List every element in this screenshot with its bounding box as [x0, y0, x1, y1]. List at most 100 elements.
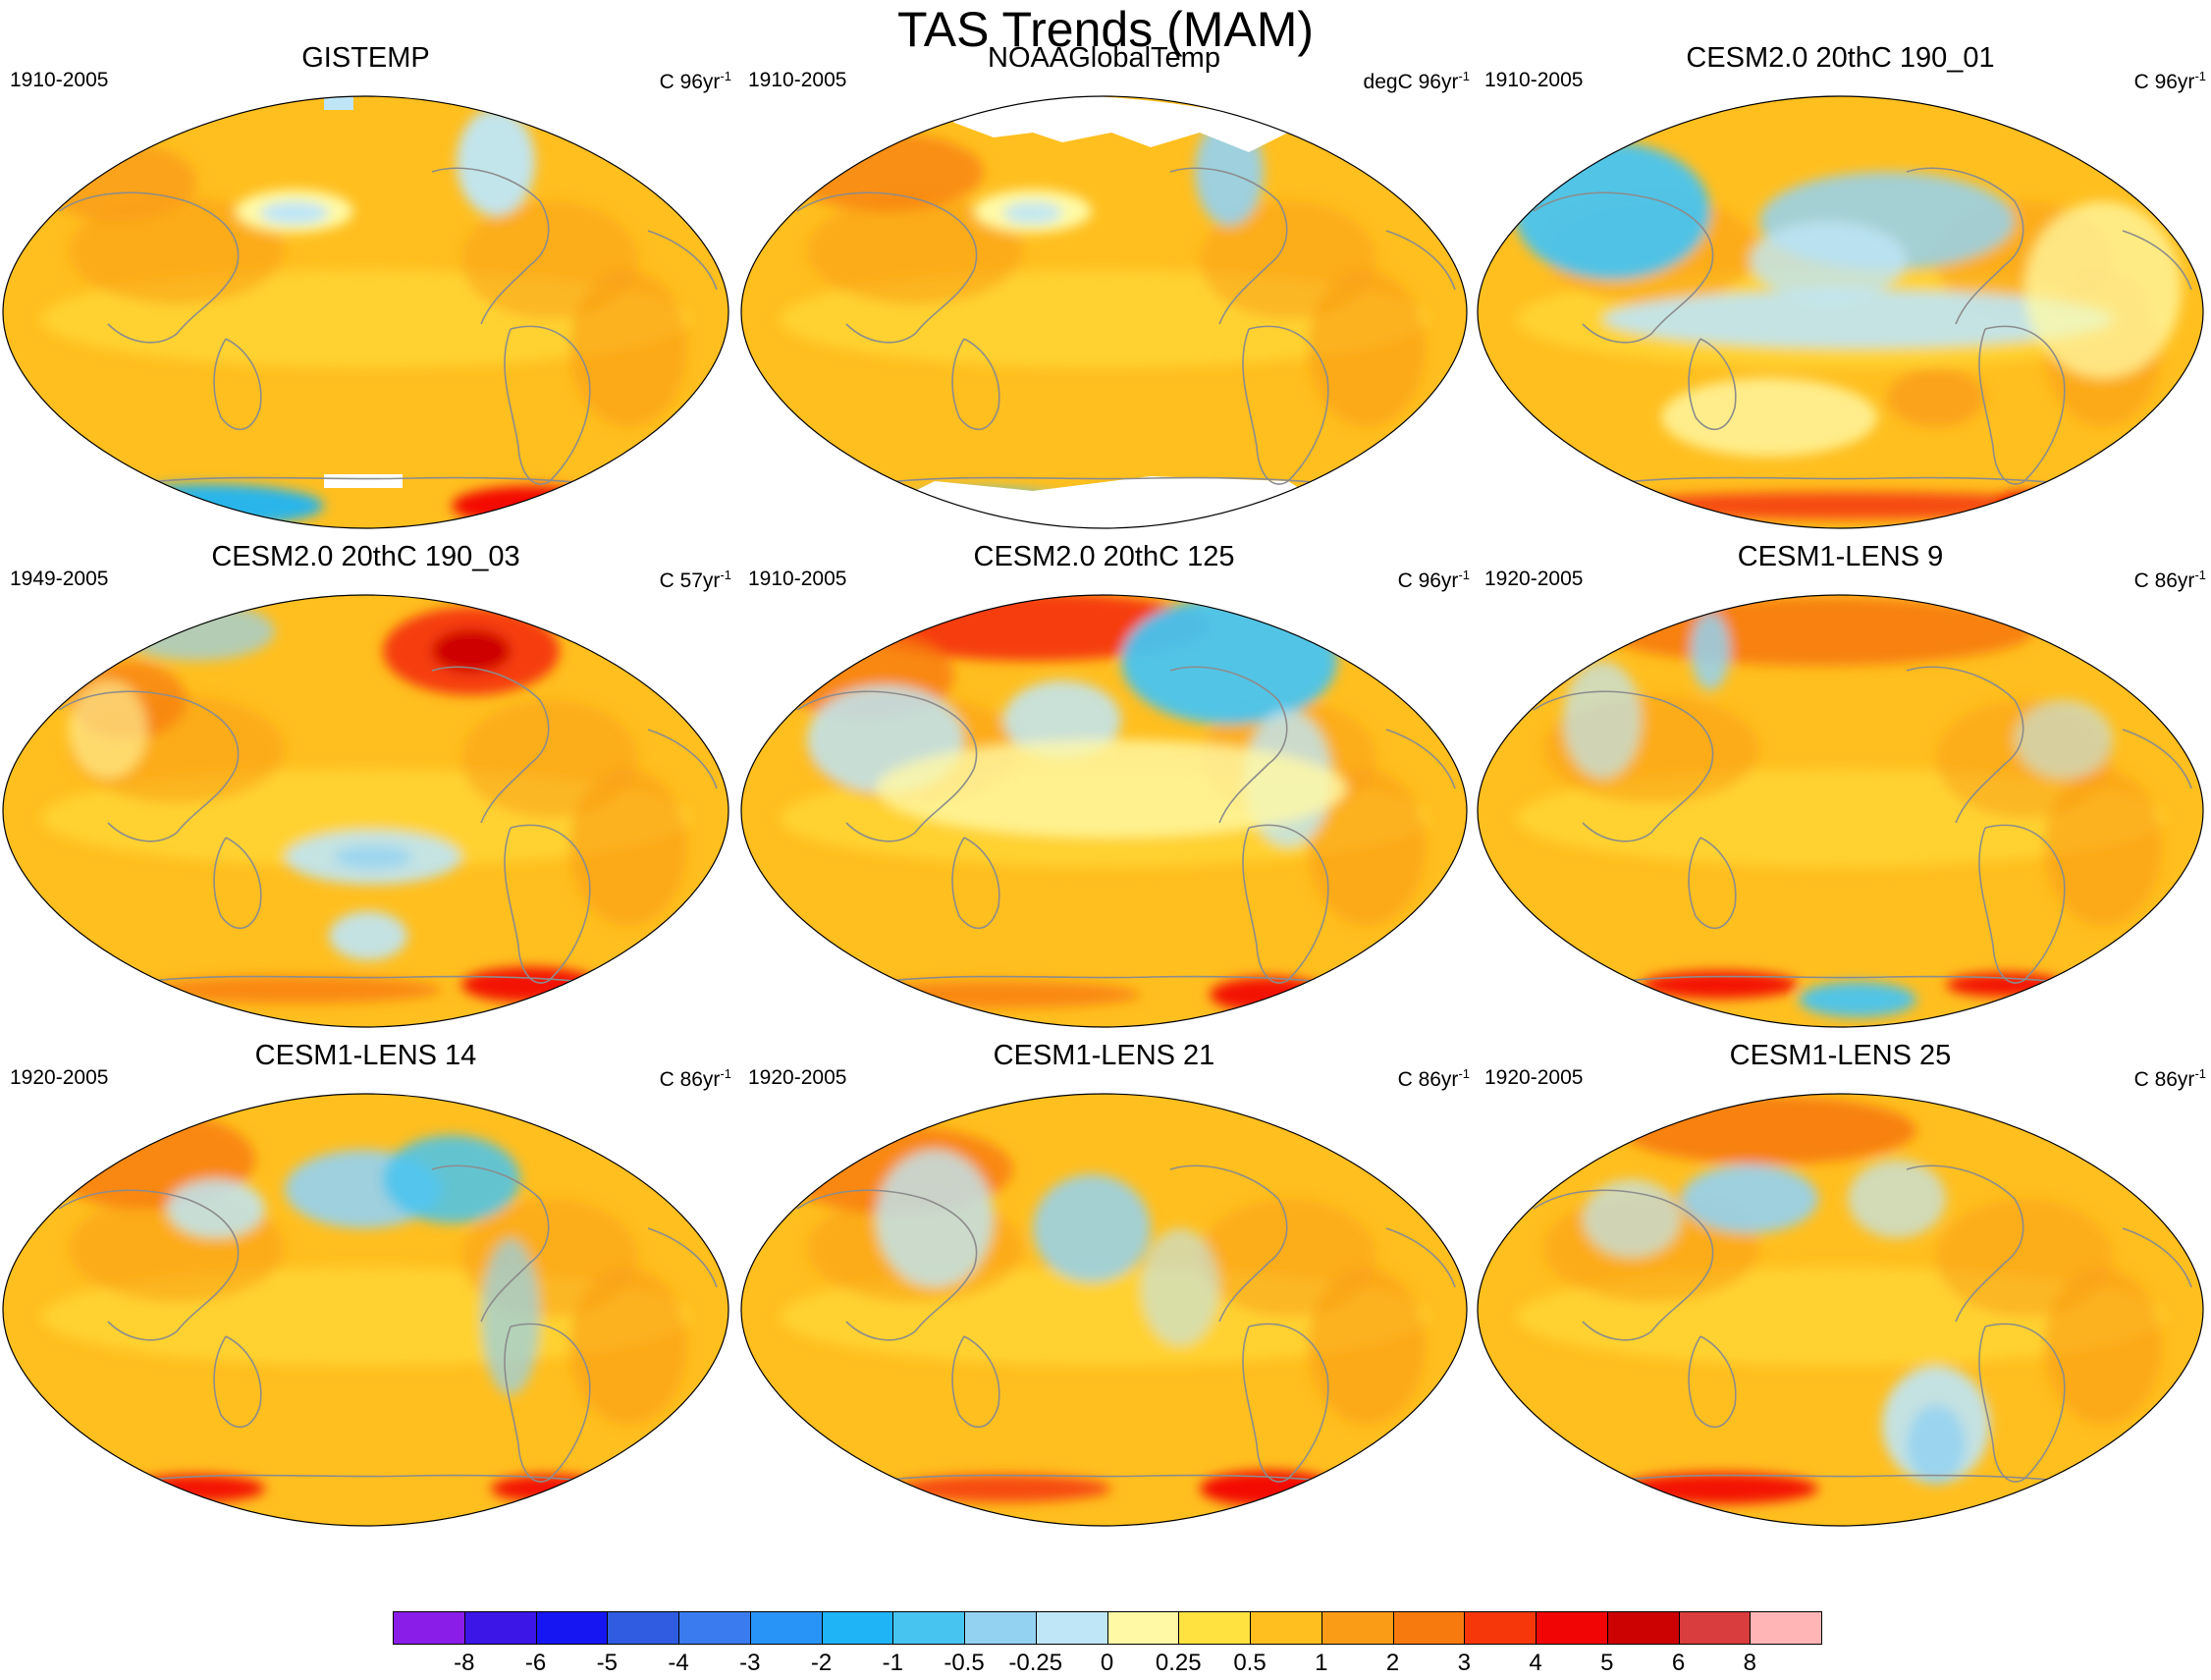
trend-region: [432, 629, 511, 673]
colorbar-tick-label: -5: [596, 1650, 618, 1676]
trend-region: [260, 201, 329, 225]
map-panel: CESM2.0 20thC 190_01 1910-2005 C 96yr-1: [1475, 40, 2206, 531]
map-border: [740, 594, 1468, 1028]
coastline: [1385, 230, 1456, 291]
panel-units: C 86yr-1: [2133, 568, 2206, 592]
panel-period: 1920-2005: [1484, 568, 1584, 590]
trend-region: [2044, 1268, 2162, 1425]
coastline: [58, 690, 240, 842]
coastline: [58, 191, 240, 344]
colorbar-tick-label: -0.25: [1008, 1650, 1063, 1676]
panel-period: 1920-2005: [10, 1066, 109, 1089]
trend-region: [1661, 378, 1877, 457]
trend-map: [740, 1093, 1468, 1527]
map-border: [740, 1093, 1468, 1527]
colorbar-swatch: [1464, 1611, 1537, 1645]
trend-region: [383, 1135, 520, 1223]
coastline: [1385, 729, 1456, 789]
trend-map: [1477, 1093, 2204, 1527]
map-panel: NOAAGlobalTemp 1910-2005 degC 96yr-1: [738, 40, 1470, 531]
coastline: [796, 1189, 978, 1341]
trend-region: [895, 1475, 1111, 1502]
map-panel: GISTEMP 1910-2005 C 96yr-1: [0, 40, 731, 531]
coastline: [213, 338, 262, 431]
colorbar-swatch: [749, 1611, 823, 1645]
coastline: [796, 191, 978, 344]
trend-region: [128, 1475, 265, 1502]
panel-units: C 96yr-1: [2133, 69, 2206, 93]
trend-region: [329, 911, 407, 960]
panel-period: 1920-2005: [748, 1066, 847, 1089]
map-border: [2, 1093, 729, 1527]
coastline: [1906, 1165, 2024, 1323]
panel-period: 1910-2005: [10, 69, 109, 91]
colorbar-tick-label: -6: [524, 1650, 547, 1676]
trend-map: [1477, 95, 2204, 529]
panel-period: 1910-2005: [748, 568, 847, 590]
missing-data-region: [886, 476, 1327, 528]
trend-region: [88, 484, 324, 527]
coastline: [647, 729, 718, 789]
trend-region: [118, 602, 275, 661]
coastline: [213, 837, 262, 930]
colorbar-swatch: [821, 1611, 894, 1645]
trend-region: [334, 845, 412, 869]
map-border: [2, 594, 729, 1028]
colorbar-swatch: [678, 1611, 751, 1645]
colorbar-swatch: [535, 1611, 609, 1645]
colorbar-tick-label: 4: [1529, 1650, 1542, 1676]
trend-region: [1563, 661, 1642, 779]
map-panel: CESM1-LENS 21 1920-2005 C 86yr-1: [738, 1038, 1470, 1529]
coastline: [1169, 1165, 1288, 1323]
trend-region: [787, 133, 984, 211]
coastline: [431, 167, 550, 325]
trend-map: [2, 1093, 729, 1527]
colorbar-tick-label: 5: [1600, 1650, 1614, 1676]
panel-units: C 96yr-1: [659, 69, 731, 93]
coastline: [647, 230, 718, 291]
coastline: [796, 690, 978, 842]
coastline: [647, 1227, 718, 1288]
coastline: [2122, 1227, 2192, 1288]
trend-region: [2024, 201, 2182, 378]
colorbar-tick-label: -4: [668, 1650, 689, 1676]
missing-data-region: [324, 474, 403, 488]
panel-title: CESM1-LENS 25: [1729, 1040, 1952, 1071]
trend-region: [1583, 1179, 1681, 1258]
coastline: [951, 338, 1000, 431]
trend-region: [876, 739, 1347, 838]
map-panel: CESM2.0 20thC 125 1910-2005 C 96yr-1: [738, 539, 1470, 1030]
colorbar-swatch: [1321, 1611, 1394, 1645]
panel-title: CESM1-LENS 9: [1737, 541, 1944, 572]
coastline: [951, 1335, 1000, 1429]
panel-units: degC 96yr-1: [1363, 69, 1470, 93]
colorbar-tick-label: 0.5: [1233, 1650, 1267, 1676]
trend-region: [1799, 982, 1916, 1017]
trend-region: [167, 1179, 265, 1238]
trend-region: [2015, 700, 2113, 779]
panel-title: CESM2.0 20thC 190_03: [211, 541, 520, 572]
trend-region: [1308, 1268, 1426, 1425]
trend-region: [1691, 612, 1730, 690]
panel-period: 1949-2005: [10, 568, 109, 590]
panel-period: 1910-2005: [748, 69, 847, 91]
coastline: [1688, 837, 1737, 930]
trend-region: [569, 769, 687, 926]
map-panel: CESM1-LENS 14 1920-2005 C 86yr-1: [0, 1038, 731, 1529]
colorbar-swatch: [1106, 1611, 1180, 1645]
panel-period: 1920-2005: [1484, 1066, 1584, 1089]
trend-map: [1477, 594, 2204, 1028]
colorbar-tick-label: 6: [1671, 1650, 1686, 1676]
map-border: [740, 95, 1468, 529]
trend-map: [2, 594, 729, 1028]
trend-region: [1681, 1165, 1818, 1233]
map-panel: CESM1-LENS 25 1920-2005 C 86yr-1: [1475, 1038, 2206, 1529]
coastline: [1688, 1335, 1737, 1429]
trend-region: [1750, 221, 1907, 299]
coastline: [2122, 230, 2192, 291]
coastline: [951, 837, 1000, 930]
colorbar: [393, 1611, 1822, 1647]
trend-map: [740, 95, 1468, 529]
trend-region: [569, 1268, 687, 1425]
colorbar-swatch: [1178, 1611, 1251, 1645]
